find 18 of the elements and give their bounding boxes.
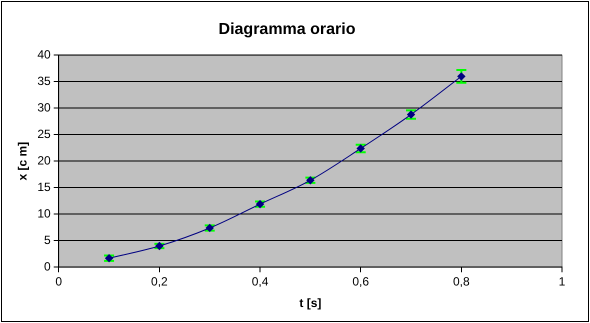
chart-title: Diagramma orario xyxy=(218,21,356,38)
x-tick-label: 0,2 xyxy=(151,274,168,289)
x-tick-label: 0 xyxy=(55,274,62,289)
y-axis-title: x [c m] xyxy=(16,142,30,181)
y-tick-label: 20 xyxy=(37,154,52,168)
y-tick-label: 0 xyxy=(44,260,52,274)
y-tick-label: 15 xyxy=(37,180,52,194)
x-tick-label: 0,8 xyxy=(453,274,470,289)
x-tick-label: 0,4 xyxy=(252,274,269,289)
y-tick-label: 5 xyxy=(44,233,52,248)
y-tick-label: 40 xyxy=(37,48,52,62)
y-tick-label: 10 xyxy=(37,206,52,221)
y-tick-label: 35 xyxy=(37,74,52,88)
x-axis-title: t [s] xyxy=(299,296,322,310)
y-tick-label: 25 xyxy=(37,127,52,142)
x-tick-label: 0,6 xyxy=(352,274,370,289)
x-tick-label: 1 xyxy=(558,274,566,289)
y-tick-label: 30 xyxy=(37,100,52,115)
